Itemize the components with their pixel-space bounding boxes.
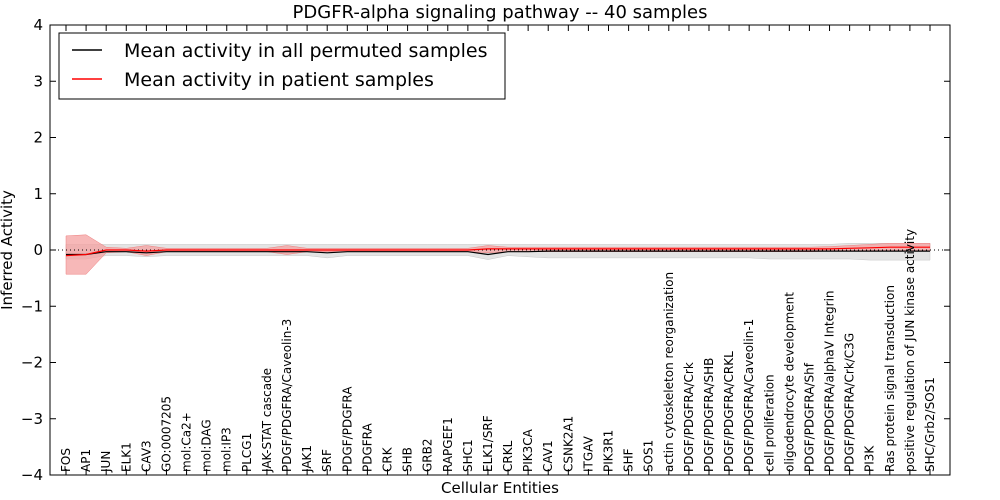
y-axis: −4 −3 −2 −1 0 1 2 3 4 [21,16,950,484]
y-tick-label: 3 [33,72,43,90]
category-label: Ras protein signal transduction [883,285,897,472]
legend-label-permuted: Mean activity in all permuted samples [124,40,487,62]
category-label: CRK [381,446,395,472]
series-line-permuted [66,250,930,256]
category-label: SHB [401,447,415,472]
category-label: SHF [622,448,636,472]
category-label: PLCG1 [240,433,254,472]
category-label: PDGFRA [360,422,374,472]
category-label: SRF [320,449,334,472]
category-label: SOS1 [642,440,656,472]
category-label: JUN [99,451,113,473]
y-axis-label: Inferred Activity [0,190,16,310]
category-label: ELK1/SRF [481,415,495,472]
series-line-patient [65,246,930,257]
category-label: AP1 [79,449,93,472]
category-label: mol:Ca2+ [180,412,194,472]
x-axis-ticks [65,25,931,475]
category-label: ITGAV [581,435,595,472]
category-label: JAK-STAT cascade [260,368,274,473]
category-label: mol:DAG [200,419,214,472]
y-tick-label: 0 [33,241,43,259]
category-label: GRB2 [421,438,435,472]
category-label: PDGF/PDGFRA/alphaV Integrin [823,290,837,472]
category-label: PDGF/PDGFRA/Crk [682,362,696,472]
legend: Mean activity in all permuted samples Me… [58,32,506,100]
legend-label-patient: Mean activity in patient samples [124,69,434,91]
category-label: PDGF/PDGFRA [340,386,354,472]
category-label: GO:0007205 [160,396,174,472]
y-tick-label: −3 [21,410,43,428]
y-tick-label: 4 [33,16,43,34]
category-label: oligodendrocyte development [782,292,796,472]
category-label: PDGF/PDGFRA/SHB [702,358,716,472]
chart-title: PDGFR-alpha signaling pathway -- 40 samp… [293,2,708,23]
category-label: PIK3R1 [602,430,616,472]
category-label: positive regulation of JUN kinase activi… [903,229,917,472]
category-label: CAV3 [139,440,153,472]
y-tick-label: 1 [33,185,43,203]
legend-box [58,32,506,100]
category-label: PDGF/PDGFRA/Caveolin-3 [280,319,294,472]
category-label: PIK3CA [521,428,535,472]
category-label: PDGF/PDGFRA/CRKL [722,351,736,472]
y-tick-label: 2 [33,129,43,147]
category-label: CAV1 [541,440,555,472]
category-label: SHC1 [461,439,475,472]
category-label: PDGF/PDGFRA/Crk/C3G [843,333,857,472]
category-label: RAPGEF1 [441,417,455,472]
category-label: CSNK2A1 [561,416,575,472]
category-label: PDGF/PDGFRA/Caveolin-1 [742,319,756,472]
y-tick-label: −4 [21,466,43,484]
y-tick-label: −1 [21,297,43,315]
plot-area: FOS AP1 JUN ELK1 CAV3 GO:0007205 mol:Ca2+ mol:D… [21,16,951,484]
x-axis-label: Cellular Entities [441,479,559,497]
category-label: mol:IP3 [220,427,234,472]
series-lines [65,246,931,257]
category-label: ELK1 [119,442,133,472]
category-label: cell proliferation [762,374,776,472]
category-label: JAK1 [300,445,314,473]
category-label: PI3K [863,445,877,472]
category-label: CRKL [501,440,515,472]
category-labels: FOS AP1 JUN ELK1 CAV3 GO:0007205 mol:Ca2+ mol:D… [59,229,937,473]
category-label: FOS [59,448,73,472]
category-label: SHC/Grb2/SOS1 [923,377,937,472]
category-label: PDGF/PDGFRA/Shf [802,362,816,472]
y-tick-label: −2 [21,354,43,372]
category-label: actin cytoskeleton reorganization [662,272,676,472]
